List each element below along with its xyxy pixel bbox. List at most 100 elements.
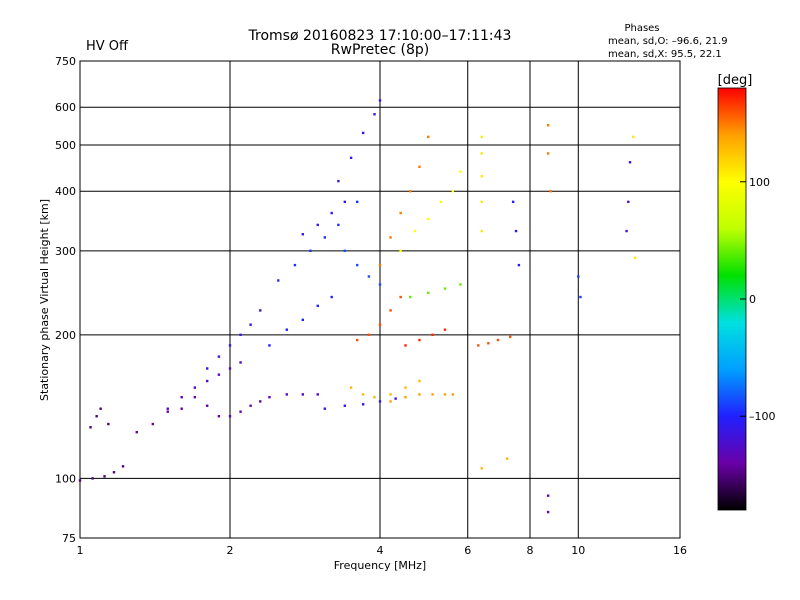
data-point [259,309,262,312]
data-point [343,404,347,407]
data-point [268,395,271,399]
y-tick-label: 600 [55,101,76,114]
data-point [95,415,98,418]
data-point [546,510,550,514]
data-point [418,338,421,342]
data-point [239,410,242,413]
data-point [451,190,455,193]
data-point [205,367,209,370]
data-point [349,156,353,160]
data-point [378,263,382,267]
data-point [404,386,407,389]
y-tick-label: 300 [55,245,76,258]
colorbar-tick-label: 0 [749,293,756,306]
data-point [316,304,319,308]
data-point [413,229,417,233]
data-point [330,211,333,215]
data-point [378,283,382,286]
data-point [628,161,632,164]
y-tick-label: 400 [55,185,76,198]
data-point [633,256,637,260]
data-points [78,99,637,514]
data-point [355,338,359,342]
data-point [373,113,376,116]
data-point [378,99,382,102]
data-point [205,404,209,407]
data-point [337,179,340,183]
data-point [217,373,221,376]
data-point [323,407,327,410]
data-point [373,395,376,399]
data-point [277,279,280,282]
data-point [217,415,221,418]
phases-line-x: mean, sd,X: 95.5, 22.1 [608,49,722,60]
data-point [259,400,262,403]
data-point [625,229,628,233]
data-point [579,295,582,299]
data-point [480,200,483,204]
data-point [349,386,353,389]
phases-title: Phases [624,23,659,34]
data-point [511,200,515,204]
data-point [451,393,455,396]
x-tick-label: 4 [377,544,384,557]
data-point [205,379,209,383]
data-point [505,457,509,460]
data-point [431,333,434,337]
data-point [135,430,138,434]
y-tick-label: 200 [55,329,76,342]
data-point [480,175,483,178]
data-point [389,309,392,312]
data-point [316,393,319,396]
data-point [439,200,443,204]
data-point [418,165,421,169]
grid-lines [80,61,680,538]
data-point [239,333,242,337]
data-point [239,361,242,364]
data-point [409,190,412,193]
x-tick-label: 2 [227,544,234,557]
data-point [389,236,392,239]
data-point [389,393,392,396]
x-tick-label: 1 [77,544,84,557]
data-point [367,275,371,278]
data-point [418,379,421,383]
data-point [508,335,512,339]
data-point [517,263,521,267]
data-point [546,152,550,155]
data-point [399,211,402,215]
data-point [249,323,252,326]
data-point [399,295,402,299]
data-point [89,426,92,429]
data-point [217,355,221,358]
hv-status: HV Off [86,39,129,54]
data-point [309,249,312,253]
y-tick-label: 500 [55,139,76,152]
x-axis-label: Frequency [MHz] [334,559,426,572]
data-point [107,422,110,426]
data-point [443,393,447,396]
data-point [121,465,125,468]
data-point [480,135,483,139]
data-point [193,386,197,389]
colorbar-tick-label: –100 [749,410,776,423]
x-tick-label: 10 [571,544,585,557]
phases-line-o: mean, sd,O: –96.6, 21.9 [608,36,728,47]
data-point [323,236,327,239]
data-point [459,283,462,286]
y-tick-label: 100 [55,472,76,485]
data-point [399,249,402,253]
chart-title: Tromsø 20160823 17:10:00–17:11:43 [248,28,512,44]
data-point [166,407,169,410]
data-point [404,344,407,347]
data-point [193,395,197,399]
data-point [228,415,232,418]
data-point [404,395,407,399]
colorbar-label: [deg] [718,73,753,88]
data-point [431,393,434,396]
data-point [418,393,421,396]
data-point [285,393,288,396]
axis-ticks: 1 2 4 6 8 10 16 75 100 200 300 400 500 600 750 [55,55,687,557]
data-point [355,263,359,267]
